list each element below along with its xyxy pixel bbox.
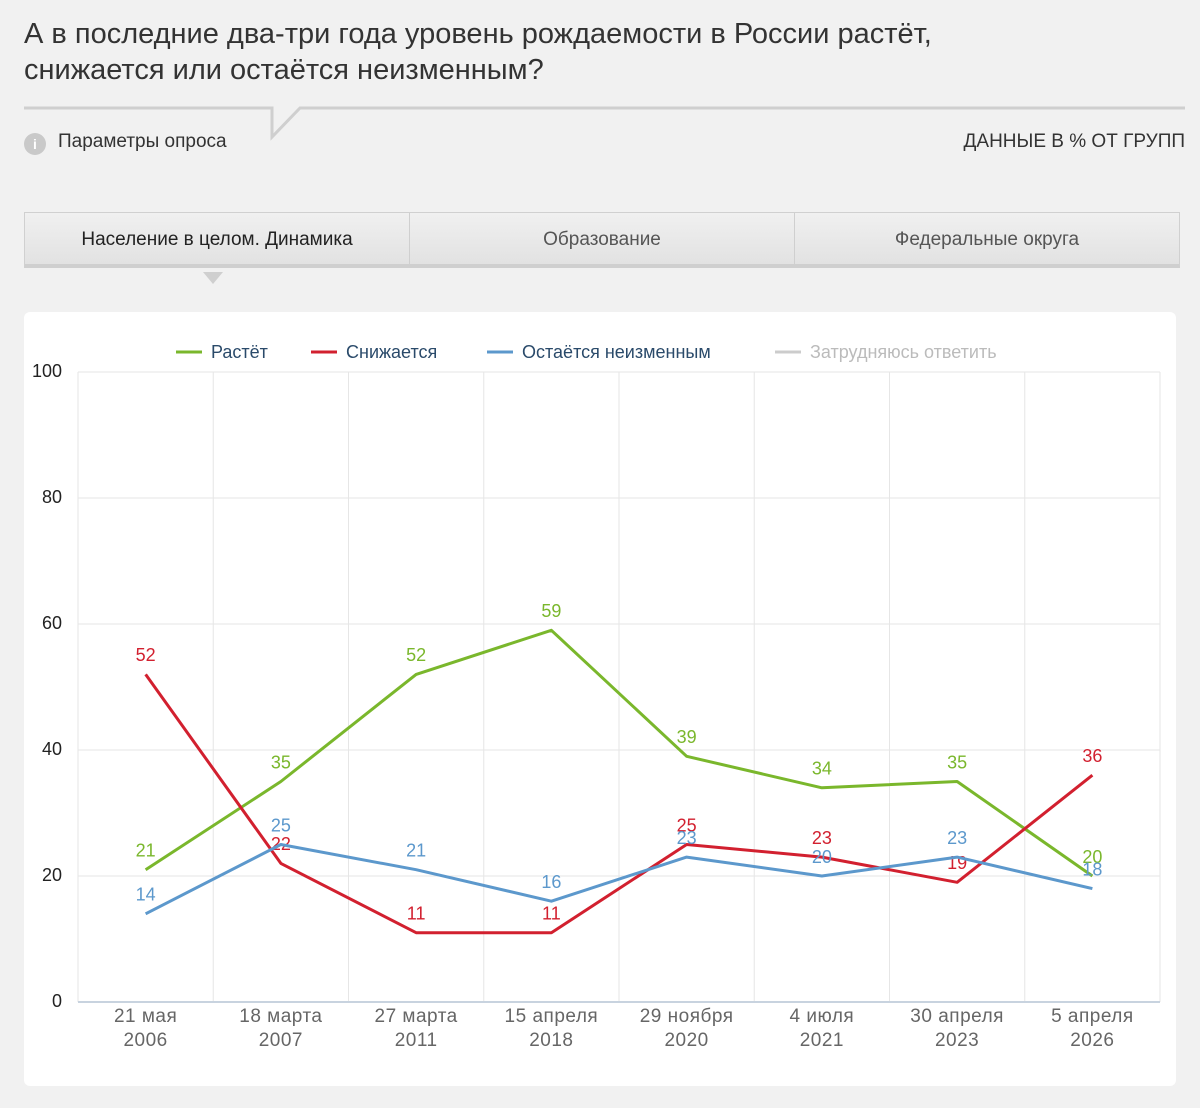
tabs: Население в целом. Динамика Образование … <box>24 212 1180 268</box>
data-label: 23 <box>677 828 697 848</box>
y-tick-label: 20 <box>42 865 62 885</box>
data-label: 21 <box>406 840 426 860</box>
legend-label: Затрудняюсь ответить <box>810 342 997 362</box>
x-tick-label: 5 апреля 2026 <box>1051 1006 1134 1051</box>
data-label: 23 <box>812 828 832 848</box>
tab[interactable]: Население в целом. Динамика <box>81 229 353 250</box>
data-label: 39 <box>677 727 697 747</box>
y-tick-label: 80 <box>42 487 62 507</box>
x-tick-label: 30 апреля 2023 <box>910 1006 1004 1051</box>
units-label: ДАННЫЕ В % ОТ ГРУПП <box>963 131 1185 152</box>
y-tick-label: 60 <box>42 613 62 633</box>
x-tick-label: 27 марта 2011 <box>374 1006 458 1051</box>
legend-label: Остаётся неизменным <box>522 342 711 362</box>
x-tick-label: 15 апреля 2018 <box>504 1006 599 1051</box>
data-label: 23 <box>947 828 967 848</box>
data-label: 16 <box>541 872 561 892</box>
page-title: А в последние два-три года уровень рожда… <box>24 18 932 86</box>
series-line <box>144 628 1094 878</box>
x-tick-label: 18 марта 2007 <box>239 1006 323 1051</box>
data-label: 25 <box>271 815 291 835</box>
data-label: 35 <box>947 752 967 772</box>
data-label: 52 <box>406 645 426 665</box>
legend-label: Растёт <box>211 342 268 362</box>
series-line <box>144 843 1093 916</box>
params-link[interactable]: Параметры опроса <box>58 131 227 152</box>
legend-label: Снижается <box>346 342 437 362</box>
data-label: 25 <box>677 815 697 835</box>
data-label: 20 <box>1082 847 1102 867</box>
x-tick-label: 4 июля 2021 <box>789 1006 855 1051</box>
data-label: 18 <box>1082 859 1102 879</box>
separator-line <box>24 106 1185 141</box>
data-label: 21 <box>136 840 156 860</box>
data-label: 11 <box>542 903 561 923</box>
data-label: 36 <box>1082 746 1102 766</box>
data-label: 34 <box>812 759 832 779</box>
series-line <box>144 673 1094 935</box>
x-tick-label: 21 мая 2006 <box>113 1006 178 1051</box>
data-label: 59 <box>541 601 561 621</box>
data-label: 52 <box>136 645 156 665</box>
data-label: 35 <box>271 752 291 772</box>
y-tick-label: 0 <box>52 991 62 1011</box>
data-label: 14 <box>136 885 156 905</box>
x-tick-label: 29 ноября 2020 <box>639 1006 734 1051</box>
tab[interactable]: Образование <box>409 213 794 264</box>
y-tick-label: 40 <box>42 739 62 759</box>
info-icon[interactable]: i <box>24 133 46 155</box>
tab[interactable]: Федеральные округа <box>794 213 1179 264</box>
data-label: 20 <box>812 847 832 867</box>
chart-panel <box>24 312 1176 1086</box>
y-tick-label: 100 <box>32 361 62 381</box>
separator <box>24 106 1185 141</box>
data-label: 11 <box>407 903 426 923</box>
